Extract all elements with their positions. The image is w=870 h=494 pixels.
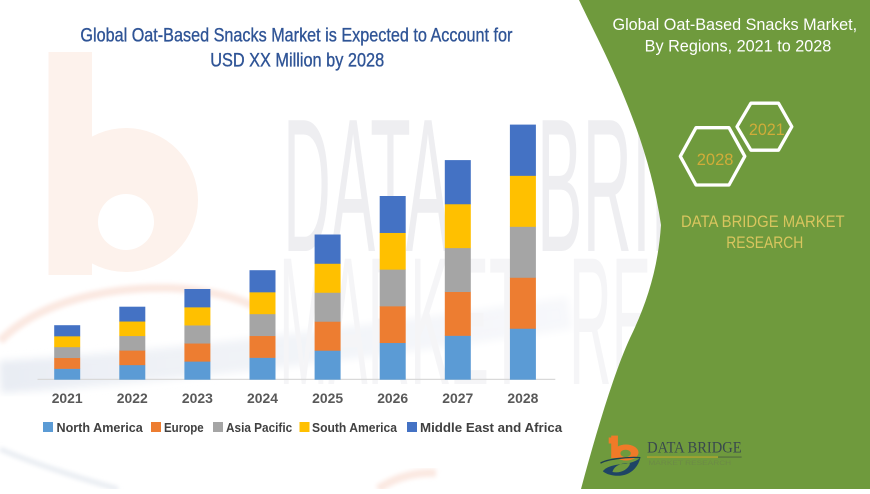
svg-text:2023: 2023 xyxy=(182,390,213,406)
svg-text:USD XX Million by 2028: USD XX Million by 2028 xyxy=(210,51,384,72)
svg-text:2025: 2025 xyxy=(312,390,343,406)
svg-text:Global Oat-Based Snacks Market: Global Oat-Based Snacks Market, xyxy=(613,15,858,34)
svg-text:2024: 2024 xyxy=(247,390,278,406)
svg-text:Global Oat-Based Snacks Market: Global Oat-Based Snacks Market is Expect… xyxy=(80,25,513,46)
svg-text:2028: 2028 xyxy=(697,150,734,169)
svg-text:North America: North America xyxy=(57,420,144,435)
svg-text:DATA BRIDGE MARKET: DATA BRIDGE MARKET xyxy=(681,213,845,231)
svg-text:Europe: Europe xyxy=(164,420,204,435)
svg-text:2027: 2027 xyxy=(442,390,473,406)
svg-text:2021: 2021 xyxy=(749,121,785,139)
svg-text:RESEARCH: RESEARCH xyxy=(726,234,803,252)
svg-text:2026: 2026 xyxy=(377,390,408,406)
svg-text:South America: South America xyxy=(312,420,398,435)
svg-text:2028: 2028 xyxy=(507,390,538,406)
svg-text:Asia Pacific: Asia Pacific xyxy=(226,420,292,435)
svg-text:DATA: DATA xyxy=(283,80,450,292)
svg-text:By Regions, 2021 to 2028: By Regions, 2021 to 2028 xyxy=(645,37,832,56)
svg-text:MARKET RESEARCH: MARKET RESEARCH xyxy=(648,460,731,467)
svg-text:DATA BRIDGE: DATA BRIDGE xyxy=(647,440,742,457)
svg-text:2022: 2022 xyxy=(117,390,148,406)
svg-text:2021: 2021 xyxy=(52,390,83,406)
svg-text:Middle East and Africa: Middle East and Africa xyxy=(420,420,563,435)
